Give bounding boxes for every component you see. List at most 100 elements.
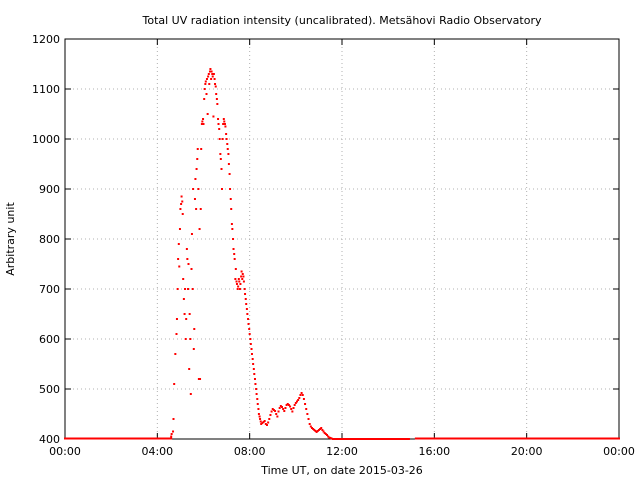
data-point <box>417 437 420 440</box>
data-point <box>194 178 197 180</box>
data-point <box>173 383 176 385</box>
data-point <box>265 424 268 426</box>
data-point <box>341 438 343 440</box>
data-point <box>199 378 202 380</box>
data-point <box>88 437 91 440</box>
data-point <box>429 437 432 440</box>
data-point <box>187 288 190 290</box>
data-point <box>248 333 251 335</box>
data-point <box>99 437 102 440</box>
data-point <box>263 420 266 422</box>
data-point <box>402 438 405 440</box>
data-point <box>229 198 232 200</box>
data-point <box>507 437 510 440</box>
data-point <box>387 438 390 440</box>
data-point <box>246 313 249 315</box>
data-point <box>465 437 468 440</box>
data-point <box>364 438 367 440</box>
data-point <box>107 437 110 440</box>
data-point <box>451 437 454 440</box>
data-point <box>72 437 75 440</box>
data-point <box>556 437 559 440</box>
data-point <box>200 148 203 150</box>
data-point <box>325 434 328 436</box>
data-point <box>509 437 512 440</box>
data-point <box>223 123 226 125</box>
data-point <box>208 70 211 73</box>
data-point <box>442 437 445 440</box>
data-point <box>541 437 544 440</box>
data-point <box>64 437 66 440</box>
data-point <box>350 438 353 440</box>
data-point <box>160 437 163 440</box>
data-point <box>240 275 243 278</box>
data-point <box>482 437 485 440</box>
data-point <box>389 438 392 440</box>
data-point <box>102 437 105 440</box>
data-point <box>356 438 359 440</box>
data-point <box>183 313 186 315</box>
data-point <box>83 437 86 440</box>
data-point <box>551 437 554 440</box>
y-tick-label: 900 <box>39 183 60 196</box>
data-point <box>244 298 247 300</box>
data-point <box>464 437 467 440</box>
data-point <box>366 438 369 440</box>
data-point <box>152 437 155 440</box>
data-point <box>488 437 491 440</box>
data-point <box>233 253 236 255</box>
data-point <box>521 437 524 440</box>
data-point <box>226 143 229 145</box>
data-point <box>539 437 542 440</box>
data-point <box>184 288 187 290</box>
data-point <box>97 437 100 440</box>
data-point <box>448 437 451 440</box>
data-point <box>77 437 80 440</box>
data-point <box>403 438 406 440</box>
data-point <box>163 437 166 440</box>
data-point <box>118 437 121 440</box>
data-point <box>579 437 582 440</box>
data-point <box>155 437 158 440</box>
data-point <box>203 88 206 90</box>
data-point <box>594 437 597 440</box>
data-point <box>524 437 527 440</box>
data-point <box>278 407 281 409</box>
y-axis-label: Arbitrary unit <box>4 202 17 276</box>
data-point <box>359 438 362 440</box>
data-point <box>446 437 449 440</box>
data-point <box>90 437 93 440</box>
data-point <box>615 437 618 440</box>
data-point <box>531 437 534 440</box>
data-point <box>137 437 140 440</box>
data-point <box>377 438 380 440</box>
data-point <box>229 188 232 190</box>
data-point <box>587 437 590 440</box>
data-point <box>316 430 319 432</box>
data-point <box>144 437 147 440</box>
data-point <box>74 437 77 440</box>
data-point <box>68 437 71 440</box>
data-point <box>459 437 462 440</box>
data-point <box>222 118 225 120</box>
data-point <box>130 437 133 440</box>
data-point <box>289 405 292 408</box>
data-point <box>601 437 604 440</box>
data-point <box>147 437 150 440</box>
data-point <box>569 437 572 440</box>
data-point <box>208 83 211 85</box>
data-point <box>433 437 436 440</box>
data-point <box>234 268 237 270</box>
data-point <box>271 408 274 410</box>
data-point <box>563 437 566 440</box>
data-point <box>516 437 519 440</box>
x-tick-label: 12:00 <box>326 445 358 458</box>
data-point <box>257 413 260 415</box>
data-point <box>230 223 233 225</box>
data-point <box>394 438 397 440</box>
data-point <box>170 433 173 435</box>
data-point <box>135 437 138 440</box>
data-point <box>484 437 487 440</box>
data-point <box>81 437 84 440</box>
